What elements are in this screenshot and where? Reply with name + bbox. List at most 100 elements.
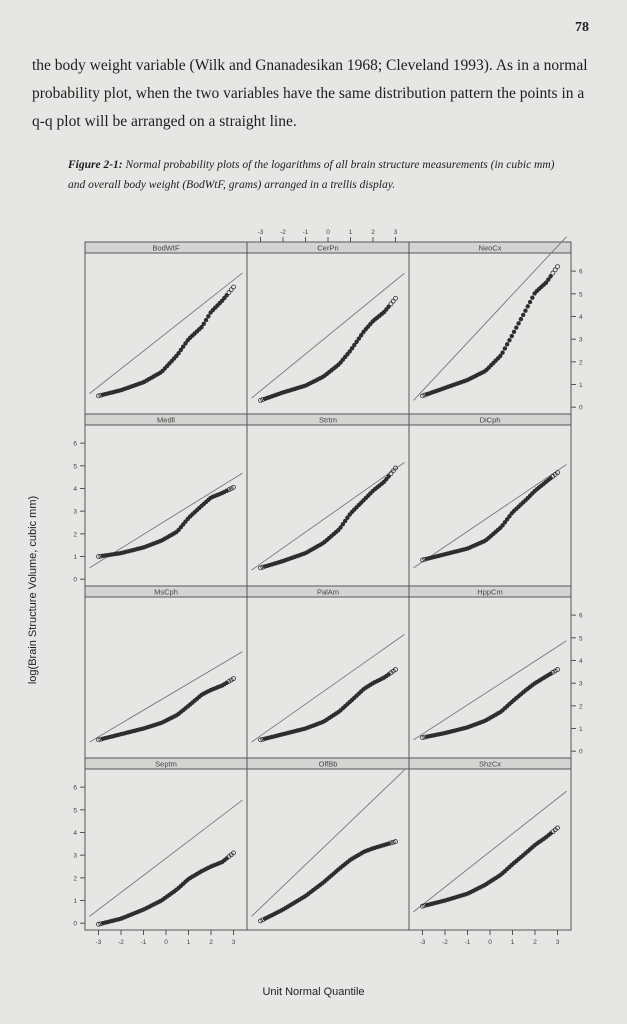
data-point: [183, 341, 188, 346]
y-tick-label: 2: [73, 875, 77, 882]
x-tick-label: 1: [349, 229, 353, 236]
panel-label: Medll: [157, 416, 175, 425]
data-point: [338, 525, 343, 530]
reference-line: [89, 272, 243, 394]
data-point: [555, 667, 560, 672]
x-axis-title: Unit Normal Quantile: [262, 986, 365, 998]
y-tick-label: 2: [579, 703, 583, 710]
panel-frame: [84, 585, 248, 759]
reference-line: [89, 799, 243, 917]
data-point: [231, 284, 236, 290]
data-point: [96, 737, 101, 743]
y-tick-label: 3: [579, 337, 583, 344]
data-point: [548, 274, 553, 279]
panel-frame: [408, 585, 572, 759]
data-point: [388, 471, 394, 477]
data-point: [555, 470, 560, 476]
x-tick-label: -1: [303, 229, 309, 236]
panel-label: MsCph: [154, 588, 178, 597]
data-point: [500, 523, 505, 528]
y-tick-label: 0: [73, 921, 77, 928]
x-tick-label: 1: [187, 939, 191, 946]
data-point: [258, 397, 263, 403]
data-point: [176, 350, 181, 356]
data-point: [384, 476, 389, 482]
data-point: [178, 347, 184, 353]
data-point: [527, 299, 533, 305]
data-point: [388, 301, 394, 307]
data-point: [546, 277, 551, 282]
reference-line: [251, 272, 405, 399]
panel-label: DiCph: [480, 416, 501, 425]
data-point: [180, 522, 186, 527]
reference-line: [251, 634, 405, 743]
data-point: [420, 557, 425, 563]
data-point: [502, 520, 508, 525]
data-point: [228, 486, 234, 491]
data-point: [96, 393, 101, 399]
data-point: [361, 329, 366, 335]
data-point: [199, 324, 204, 330]
data-point: [518, 316, 524, 322]
data-point: [222, 295, 227, 301]
y-tick-label: 1: [579, 726, 583, 733]
panel-frame: [84, 241, 248, 415]
data-point: [347, 512, 352, 517]
data-point: [504, 342, 510, 347]
page-number: 78: [575, 20, 589, 35]
data-point: [258, 565, 263, 571]
panel-label: Septm: [155, 760, 177, 769]
y-tick-label: 3: [73, 853, 77, 860]
panel-label: PalAm: [317, 588, 339, 597]
data-point: [420, 903, 425, 909]
data-point: [356, 336, 362, 341]
y-tick-label: 4: [579, 658, 583, 665]
panel-label: ShzCx: [479, 760, 501, 769]
y-tick-label: 0: [579, 749, 583, 756]
data-point: [228, 287, 234, 293]
data-point: [258, 918, 263, 924]
reference-line: [413, 236, 567, 401]
x-tick-label: -2: [442, 939, 448, 946]
reference-line: [89, 651, 243, 743]
panel-strip: [408, 413, 572, 426]
data-point: [393, 295, 398, 301]
data-point: [226, 290, 232, 295]
data-point: [231, 850, 236, 856]
data-point: [390, 298, 396, 304]
reference-line: [413, 464, 567, 569]
panel-label: HppCm: [477, 588, 502, 597]
y-tick-label: 5: [73, 807, 77, 814]
x-tick-label: 3: [232, 939, 236, 946]
data-point: [530, 295, 535, 300]
panel-frame: [408, 241, 572, 415]
panel-frame: [246, 585, 410, 759]
y-tick-label: 6: [579, 269, 583, 276]
data-point: [516, 321, 521, 326]
data-point: [555, 825, 560, 831]
panel-label: OlfBb: [319, 760, 338, 769]
y-tick-label: 2: [73, 531, 77, 538]
y-tick-label: 6: [579, 613, 583, 620]
data-point: [502, 346, 508, 351]
data-point: [226, 487, 232, 493]
data-point: [201, 321, 206, 327]
x-tick-label: 3: [394, 229, 398, 236]
y-tick-label: 2: [579, 359, 583, 366]
y-tick-label: 6: [73, 441, 77, 448]
data-point: [347, 349, 352, 354]
data-point: [523, 308, 528, 313]
panel-frame: [246, 241, 410, 415]
reference-line: [413, 640, 567, 741]
x-tick-label: 0: [326, 229, 330, 236]
data-point: [183, 519, 188, 524]
data-point: [504, 517, 510, 522]
data-point: [354, 339, 359, 344]
data-point: [393, 465, 398, 471]
panel-frame: [84, 757, 248, 931]
data-point: [388, 840, 394, 846]
data-point: [381, 309, 387, 315]
data-point: [178, 524, 184, 530]
data-point: [552, 267, 558, 273]
panel-label: NeoCx: [479, 244, 502, 253]
